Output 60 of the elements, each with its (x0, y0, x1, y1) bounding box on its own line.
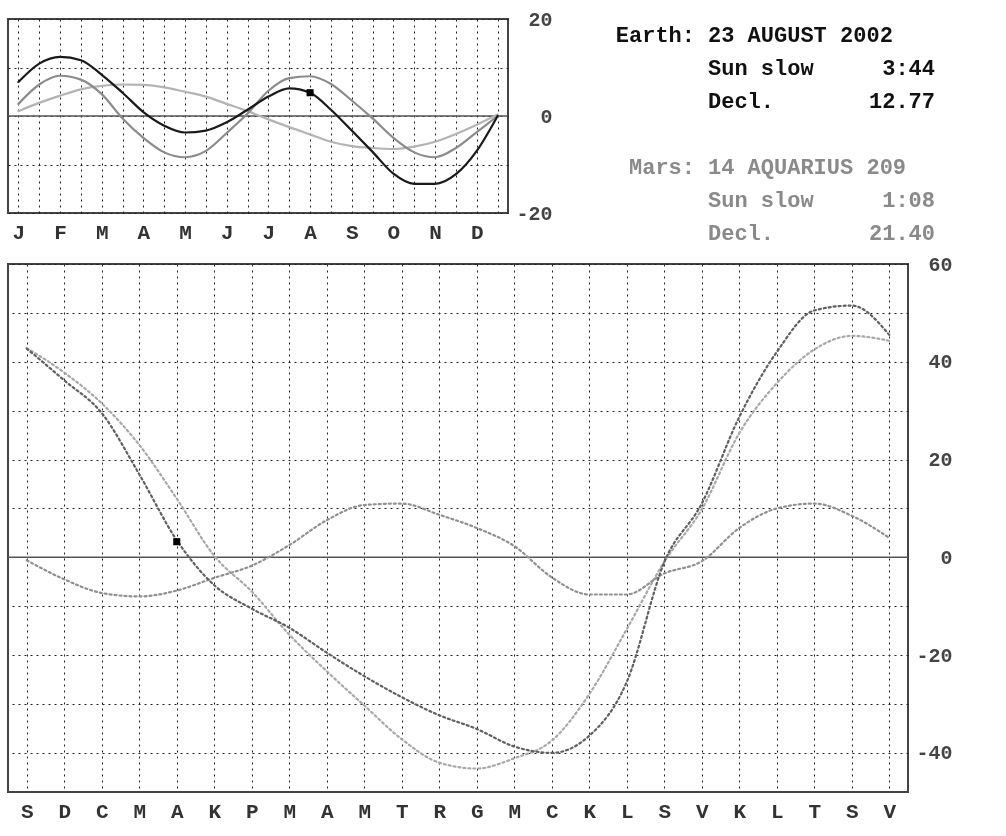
line-series (17, 83, 499, 151)
text: 12.77 (868, 90, 935, 115)
x-tick-label: N (429, 221, 442, 245)
x-tick-label: M (358, 800, 372, 824)
x-tick-label: D (470, 221, 484, 245)
text: 1:08 (882, 189, 935, 214)
x-tick-label: A (170, 800, 184, 824)
y-tick-label: -20 (516, 202, 553, 226)
x-tick-label: T (808, 800, 822, 824)
text: 23 AUGUST 2002 (708, 24, 893, 49)
x-tick-label: V (695, 800, 709, 824)
text: Mars: (628, 156, 695, 181)
x-tick-label: D (58, 800, 72, 824)
x-tick-label: L (770, 800, 784, 824)
x-tick-label: M (283, 800, 297, 824)
x-tick-label: S (20, 800, 34, 824)
x-tick-label: R (433, 800, 447, 824)
x-tick-label: S (345, 221, 359, 245)
x-tick-label: S (658, 800, 672, 824)
x-tick-label: A (137, 221, 151, 245)
text: 14 AQUARIUS 209 (708, 156, 907, 181)
text: Earth: (615, 24, 695, 49)
x-tick-label: K (733, 800, 747, 824)
x-tick-label: M (179, 221, 192, 245)
x-tick-label: J (220, 221, 234, 245)
x-tick-label: M (95, 221, 109, 245)
x-tick-label: M (508, 800, 522, 824)
y-tick-label: 0 (540, 105, 553, 129)
x-tick-label: L (620, 800, 634, 824)
x-tick-label: T (395, 800, 409, 824)
x-tick-label: J (262, 221, 276, 245)
x-tick-label: K (208, 800, 222, 824)
x-tick-label: V (883, 800, 897, 824)
line-series (17, 74, 499, 159)
x-tick-label: G (470, 800, 484, 824)
text: Sun slow (708, 189, 815, 214)
text: Sun slow (708, 57, 815, 82)
x-tick-label: P (245, 800, 259, 824)
y-tick-label: 40 (928, 351, 953, 375)
x-tick-label: M (133, 800, 147, 824)
x-tick-label: C (95, 800, 109, 824)
x-tick-label: O (387, 221, 401, 245)
text: Decl. (708, 222, 775, 247)
x-tick-label: A (320, 800, 334, 824)
line-series (25, 502, 891, 598)
x-tick-label: C (545, 800, 559, 824)
x-tick-label: A (304, 221, 318, 245)
y-tick-label: 20 (928, 449, 953, 473)
y-tick-label: -40 (916, 742, 953, 766)
text: 3:44 (882, 57, 935, 82)
y-tick-label: 20 (528, 8, 553, 32)
text: Decl. (708, 90, 775, 115)
text: 21.40 (868, 222, 935, 247)
x-tick-label: S (845, 800, 859, 824)
x-tick-label: K (583, 800, 597, 824)
y-tick-label: 0 (940, 546, 953, 570)
y-tick-label: 60 (928, 253, 953, 277)
x-tick-label: F (54, 221, 67, 245)
y-tick-label: -20 (916, 644, 953, 668)
x-tick-label: J (12, 221, 26, 245)
